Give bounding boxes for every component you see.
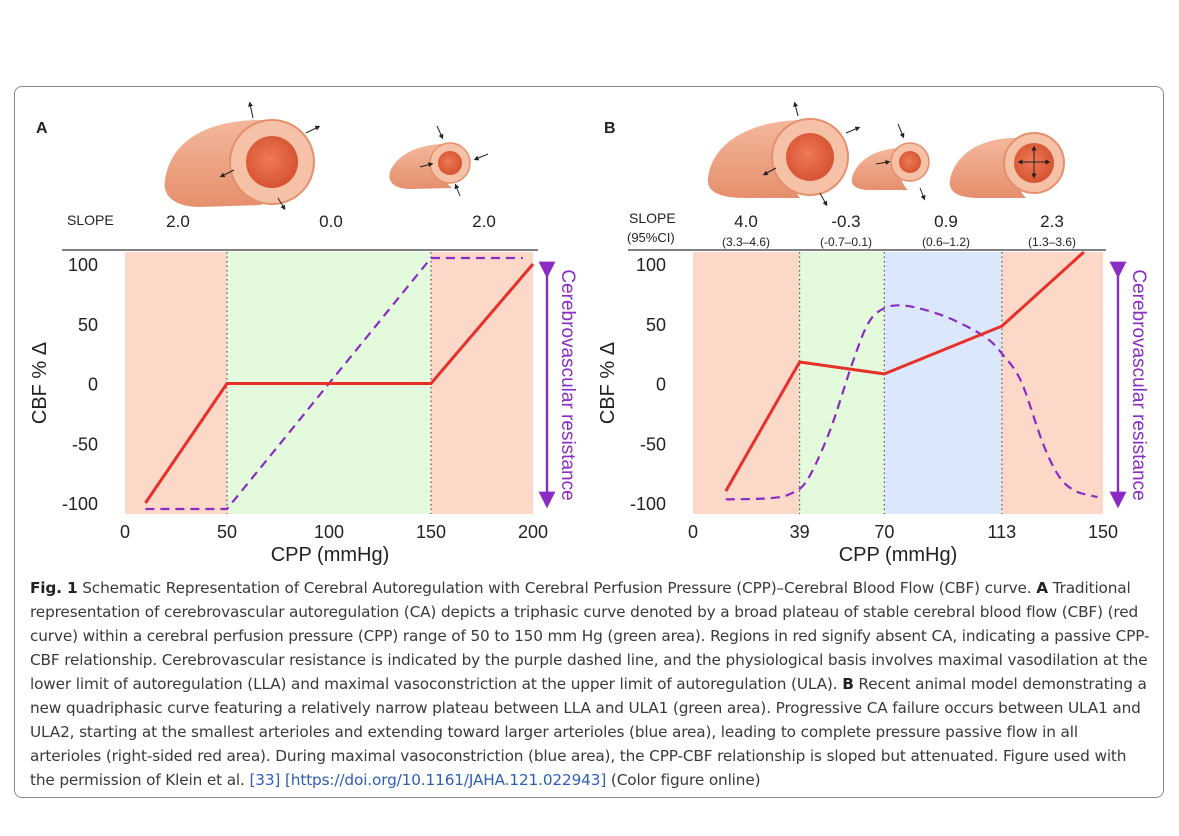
cbf-line <box>724 250 1085 492</box>
y-tick-label: -100 <box>62 494 98 514</box>
y-tick-label: 50 <box>646 315 666 335</box>
y-tick-label: 0 <box>656 375 666 395</box>
region-passive <box>1001 252 1103 514</box>
slope-ci: (3.3–4.6) <box>722 235 770 249</box>
y-tick-label: 50 <box>78 315 98 335</box>
x-tick-label: 0 <box>688 522 698 542</box>
y-axis-label: CBF % Δ <box>29 342 51 424</box>
slope-row-b: SLOPE (95%CI) 4.0 -0.3 0.9 2.3 (3.3–4.6)… <box>627 210 1076 249</box>
slope-label: SLOPE <box>629 210 676 226</box>
region-passive <box>693 252 800 514</box>
x-tick-label: 70 <box>874 522 894 542</box>
caption-label: Fig. 1 <box>30 579 78 597</box>
slope-value: 0.9 <box>934 212 958 231</box>
region-plateau <box>799 252 885 514</box>
dilated-vessel-icon-b <box>707 101 861 207</box>
slope-ci: (-0.7–0.1) <box>820 235 872 249</box>
x-tick-label: 0 <box>120 522 130 542</box>
slope-sublabel: (95%CI) <box>627 230 675 245</box>
caption-reference[interactable]: [33] <box>249 771 281 789</box>
y-tick-label: 100 <box>636 255 666 275</box>
resistance-line <box>725 304 1098 501</box>
y-axis-label: CBF % Δ <box>597 342 619 424</box>
region-constriction <box>884 252 1002 514</box>
y-tick-labels: 100 50 0 -50 -100 <box>630 255 666 514</box>
region-passive <box>431 252 533 514</box>
chart-panel-b: 100 50 0 -50 -100 0 39 70 113 150 CPP (m… <box>597 249 1149 566</box>
y-tick-label: 0 <box>88 375 98 395</box>
x-tick-label: 39 <box>790 522 810 542</box>
slope-value: 0.0 <box>319 212 343 231</box>
x-tick-label: 200 <box>518 522 548 542</box>
chart-panel-a: 100 50 0 -50 -100 0 50 100 150 200 CPP (… <box>29 249 578 566</box>
slope-row-a: SLOPE 2.0 0.0 2.0 <box>67 212 496 231</box>
slope-ci: (1.3–3.6) <box>1028 235 1076 249</box>
figure-frame <box>14 86 1164 798</box>
slope-value: 2.0 <box>166 212 190 231</box>
x-axis-label: CPP (mmHg) <box>839 544 958 566</box>
slope-label: SLOPE <box>67 212 114 228</box>
y-tick-label: -50 <box>640 434 666 454</box>
caption-panel-a-text: Traditional representation of cerebrovas… <box>30 579 1150 693</box>
caption-doi-link[interactable]: [https://doi.org/10.1161/JAHA.121.022943… <box>284 771 607 789</box>
x-tick-label: 150 <box>416 522 446 542</box>
y-tick-label: 100 <box>68 255 98 275</box>
resistance-label: Cerebrovascular resistance <box>557 269 578 500</box>
slope-value: 4.0 <box>734 212 758 231</box>
x-tick-labels: 0 50 100 150 200 <box>120 522 548 542</box>
y-tick-label: -50 <box>72 434 98 454</box>
constricted-vessel-icon-a <box>389 125 489 197</box>
slope-ci: (0.6–1.2) <box>922 235 970 249</box>
panel-b-letter: B <box>604 120 616 137</box>
caption-intro: Schematic Representation of Cerebral Aut… <box>82 579 1032 597</box>
region-passive <box>125 252 227 514</box>
slope-value: 2.3 <box>1040 212 1064 231</box>
chart-regions <box>693 252 1103 514</box>
chart-boundaries <box>798 252 1003 514</box>
caption-note: (Color figure online) <box>610 771 761 789</box>
x-tick-label: 100 <box>314 522 344 542</box>
figure-caption: Fig. 1 Schematic Representation of Cereb… <box>30 576 1152 792</box>
dilated-vessel-icon-a <box>164 101 321 211</box>
vessel-illustrations <box>164 101 1065 211</box>
caption-panel-b-text: Recent animal model demonstrating a new … <box>30 675 1147 789</box>
caption-panel-a-marker: A <box>1036 579 1048 597</box>
slope-value: 2.0 <box>472 212 496 231</box>
y-tick-labels: 100 50 0 -50 -100 <box>62 255 98 514</box>
panel-a-letter: A <box>36 120 48 137</box>
x-axis-label: CPP (mmHg) <box>271 544 390 566</box>
y-tick-label: -100 <box>630 494 666 514</box>
x-tick-label: 50 <box>217 522 237 542</box>
passive-vessel-icon-b <box>949 132 1065 198</box>
slope-value: -0.3 <box>831 212 860 231</box>
x-tick-label: 113 <box>988 522 1017 542</box>
x-tick-labels: 0 39 70 113 150 <box>688 522 1118 542</box>
cbf-line <box>144 263 535 504</box>
caption-panel-b-marker: B <box>842 675 854 693</box>
x-tick-label: 150 <box>1088 522 1118 542</box>
constricted-vessel-icon-b <box>851 123 930 201</box>
resistance-label: Cerebrovascular resistance <box>1128 269 1149 500</box>
